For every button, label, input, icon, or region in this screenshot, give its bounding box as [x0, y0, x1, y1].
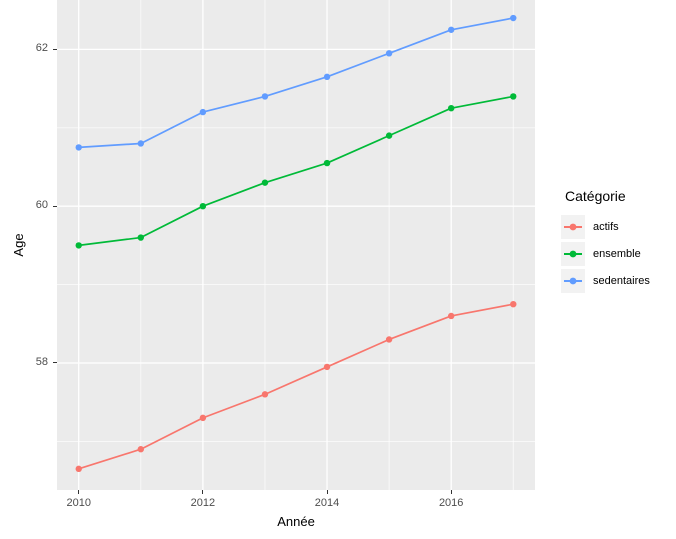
legend-item-label: actifs [593, 221, 619, 233]
legend-key-icon [561, 242, 585, 266]
data-point-actifs [385, 336, 393, 343]
x-tick-label: 2010 [66, 497, 91, 509]
legend-item: sedentaires [561, 269, 650, 293]
legend-key-glyph [564, 223, 582, 231]
data-point-sedentaires [199, 108, 207, 116]
x-tick-mark [326, 490, 328, 494]
legend-items: actifs ensemble sedentaires [561, 215, 650, 293]
data-point-actifs [323, 363, 331, 371]
legend-key-point [569, 223, 577, 231]
data-point-ensemble [510, 93, 517, 100]
data-point-actifs [137, 446, 145, 453]
data-point-sedentaires [510, 14, 517, 22]
legend-item: actifs [561, 215, 650, 239]
y-tick-label: 62 [35, 42, 48, 55]
y-tick-mark [53, 362, 57, 364]
y-tick-mark [53, 205, 57, 207]
plot-canvas [57, 0, 535, 490]
x-tick-mark [450, 490, 452, 494]
x-axis-title: Année [277, 514, 315, 529]
series-line-actifs [77, 303, 515, 470]
x-tick-label: 2014 [314, 497, 340, 509]
legend-key-point [569, 277, 577, 285]
plot-panel [57, 0, 535, 490]
data-point-actifs [261, 391, 269, 398]
y-tick-mark [53, 48, 57, 50]
data-point-actifs [199, 414, 207, 422]
legend-key-glyph [564, 277, 582, 285]
data-point-ensemble [323, 159, 331, 167]
data-point-actifs [510, 300, 517, 308]
y-tick-label: 60 [35, 199, 48, 212]
legend-title: Catégorie [565, 188, 626, 204]
data-point-sedentaires [323, 73, 331, 81]
legend-item-label: sedentaires [593, 275, 650, 287]
data-point-ensemble [75, 242, 82, 249]
data-point-sedentaires [385, 50, 393, 57]
legend-key-glyph [564, 250, 582, 258]
legend-key-icon [561, 269, 585, 293]
legend: Catégorie actifs ensemble sedentaires [561, 188, 650, 296]
data-point-ensemble [261, 179, 269, 186]
data-point-ensemble [199, 202, 207, 210]
y-tick-label: 58 [35, 355, 48, 368]
x-tick-mark [78, 490, 80, 494]
data-point-sedentaires [447, 26, 455, 33]
legend-item-label: ensemble [593, 248, 641, 260]
series-line-sedentaires [77, 17, 515, 149]
x-tick-label: 2012 [190, 497, 216, 509]
data-point-actifs [447, 312, 455, 320]
data-point-sedentaires [75, 144, 82, 151]
data-point-ensemble [137, 234, 145, 241]
data-point-actifs [75, 465, 82, 473]
legend-key-icon [561, 215, 585, 239]
x-tick-mark [202, 490, 204, 494]
x-tick-label: 2016 [438, 497, 464, 509]
data-point-ensemble [447, 104, 455, 112]
legend-key-point [569, 250, 577, 258]
legend-item: ensemble [561, 242, 650, 266]
data-point-sedentaires [261, 93, 269, 100]
data-point-ensemble [385, 132, 393, 139]
y-axis-title: Age [11, 233, 26, 257]
data-point-sedentaires [137, 140, 145, 147]
series-line-ensemble [77, 95, 515, 247]
